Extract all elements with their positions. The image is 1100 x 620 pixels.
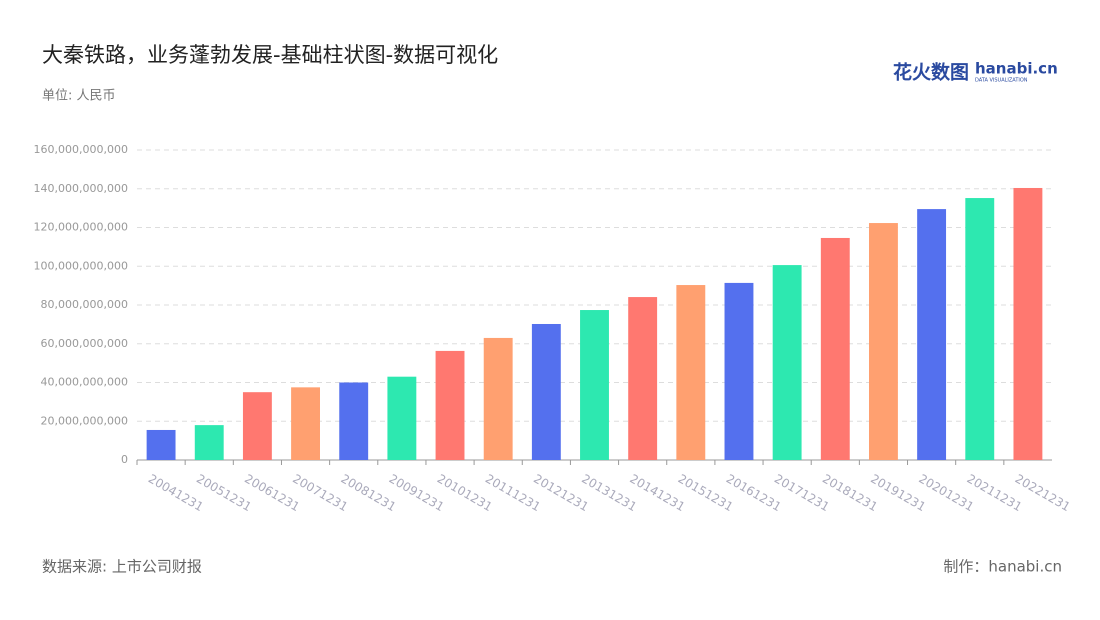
y-tick-label: 100,000,000,000 [34,259,128,272]
bar [676,285,706,460]
bar [483,337,513,460]
y-tick-label: 40,000,000,000 [41,376,128,389]
bar [146,429,176,460]
logo-en: hanabi.cn [975,60,1058,78]
bar [724,282,754,460]
y-tick-label: 160,000,000,000 [34,143,128,156]
y-tick-label: 60,000,000,000 [41,337,128,350]
bar [194,425,224,460]
bar [291,387,320,460]
bar [772,265,802,460]
bar [242,392,272,460]
bar [580,310,609,460]
bar [869,223,898,460]
logo-cn: 花火数图 [893,61,969,84]
bar [531,323,561,460]
bar [820,237,850,460]
credit: 制作：hanabi.cn [943,558,1062,576]
bar [435,350,465,460]
bar [965,198,995,461]
logo-tagline: DATA VISUALIZATION [975,78,1028,84]
y-tick-label: 120,000,000,000 [34,221,128,234]
bar [1013,187,1043,460]
bar [387,376,417,460]
x-tick-label: 20221231 [1013,472,1073,515]
chart-title: 大秦铁路，业务蓬勃发展-基础柱状图-数据可视化 [42,43,498,67]
bar [628,297,658,460]
source: 数据来源: 上市公司财报 [42,558,202,576]
bar [339,382,369,460]
bar [917,209,947,460]
y-tick-label: 80,000,000,000 [41,298,128,311]
y-tick-label: 20,000,000,000 [41,414,128,427]
y-tick-label: 0 [121,453,128,466]
y-tick-label: 140,000,000,000 [34,182,128,195]
chart-subtitle: 单位: 人民币 [42,89,116,104]
